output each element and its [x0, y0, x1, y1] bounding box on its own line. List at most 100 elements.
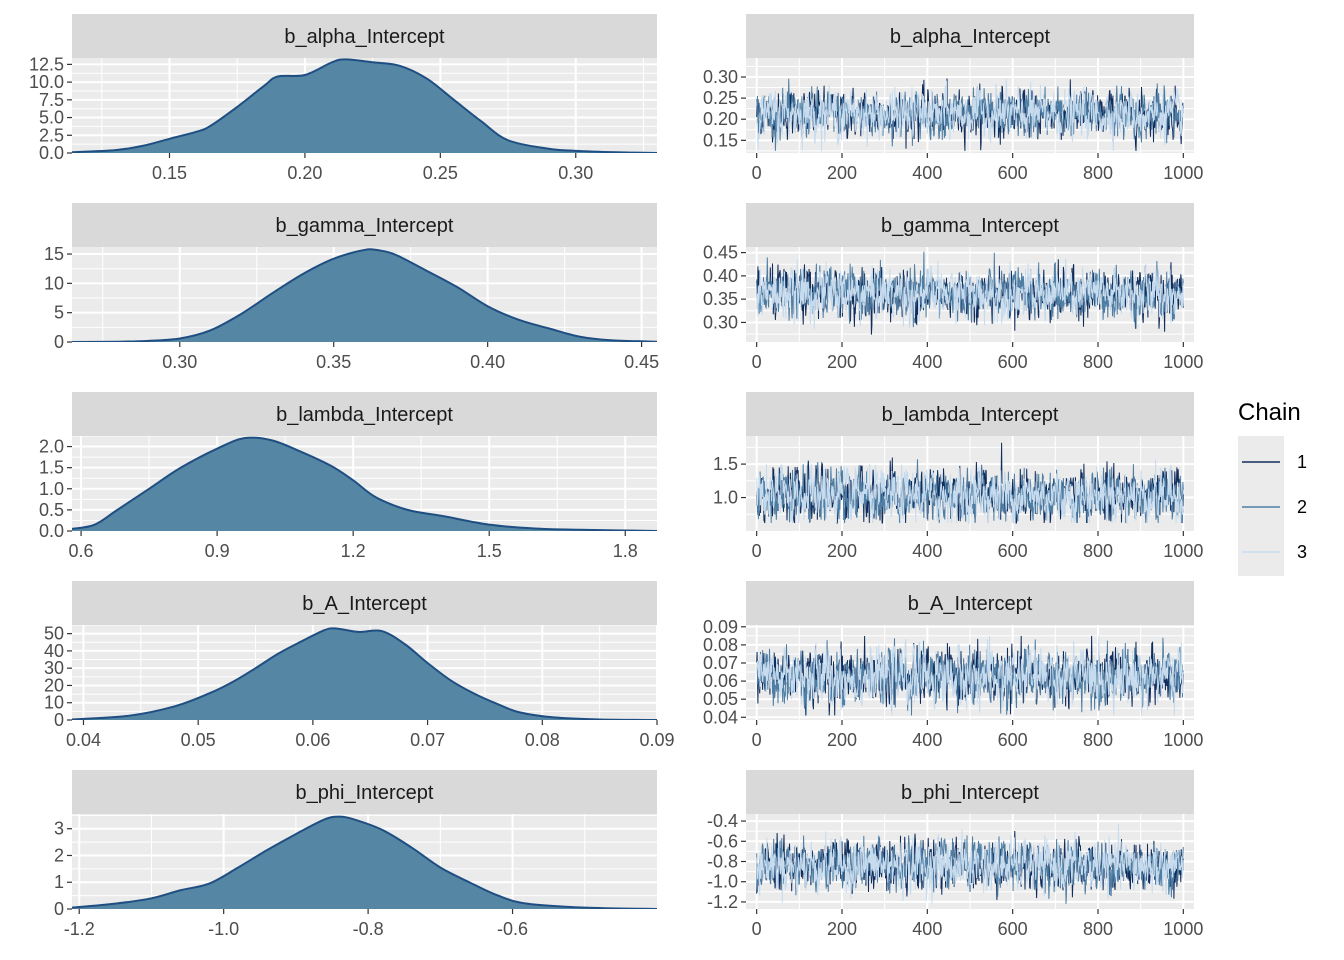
x-tick-label: 0.9	[205, 541, 230, 561]
facet-title: b_lambda_Intercept	[882, 404, 1059, 426]
facet-title: b_gamma_Intercept	[881, 215, 1059, 237]
x-tick-label: 200	[827, 730, 857, 750]
y-tick-label: -0.6	[707, 831, 738, 851]
x-tick-label: 400	[912, 919, 942, 939]
density-curve	[72, 248, 657, 342]
trace-panel-2: b_gamma_Intercept 0 200 400 600 800 1000 0.30 0.…	[703, 203, 1203, 372]
y-tick-label: 20	[44, 675, 64, 695]
x-tick-label: 400	[912, 541, 942, 561]
facet-strip	[72, 392, 657, 436]
facet-strip	[746, 203, 1194, 247]
panel-content	[72, 814, 657, 909]
facet-strip	[746, 14, 1194, 58]
panel-content	[72, 625, 657, 720]
x-tick-label: 0.20	[287, 163, 322, 183]
trace-chain-3	[756, 258, 1184, 330]
facet-strip	[746, 770, 1194, 814]
facet-title: b_lambda_Intercept	[276, 404, 453, 426]
trace-chain-3	[756, 635, 1184, 716]
y-tick-label: 0.07	[703, 653, 738, 673]
x-tick-label: -1.2	[64, 919, 95, 939]
x-tick-label: 0.15	[152, 163, 187, 183]
trace-chain-3	[756, 459, 1184, 525]
y-tick-label: 0.30	[703, 312, 738, 332]
y-tick-label: 50	[44, 624, 64, 644]
facet-title: b_phi_Intercept	[901, 782, 1039, 804]
x-tick-label: 0.35	[316, 352, 351, 372]
x-tick-label: 400	[912, 352, 942, 372]
y-tick-label: -1.0	[707, 872, 738, 892]
x-tick-label: -1.0	[208, 919, 239, 939]
x-tick-label: 800	[1083, 919, 1113, 939]
y-tick-label: 7.5	[39, 90, 64, 110]
x-tick-label: 200	[827, 919, 857, 939]
y-tick-label: 5.0	[39, 108, 64, 128]
y-tick-label: 10.0	[29, 72, 64, 92]
y-tick-label: 0.25	[703, 88, 738, 108]
trace-chain-3	[756, 78, 1184, 151]
facet-strip	[72, 14, 657, 58]
density-area	[72, 628, 657, 720]
y-tick-label: 0	[54, 332, 64, 352]
panel-content	[746, 58, 1194, 153]
y-tick-label: 0.30	[703, 67, 738, 87]
density-curve	[72, 436, 657, 531]
density-curve	[72, 58, 657, 153]
x-tick-label: 0	[752, 163, 762, 183]
x-tick-label: 0.30	[558, 163, 593, 183]
x-tick-label: 0.25	[423, 163, 458, 183]
x-tick-label: 0	[752, 730, 762, 750]
y-tick-label: 2.0	[39, 437, 64, 457]
trace-chain-1	[756, 78, 1184, 151]
y-tick-label: -0.8	[707, 852, 738, 872]
x-tick-label: 0	[752, 352, 762, 372]
y-tick-label: 12.5	[29, 54, 64, 74]
x-tick-label: 1000	[1163, 163, 1203, 183]
y-tick-label: 1.5	[713, 454, 738, 474]
x-tick-label: 800	[1083, 541, 1113, 561]
panel-content	[72, 58, 657, 153]
x-tick-label: 400	[912, 730, 942, 750]
y-tick-label: 3	[54, 819, 64, 839]
y-tick-label: 10	[44, 693, 64, 713]
y-tick-label: 0	[54, 710, 64, 730]
y-tick-label: -1.2	[707, 892, 738, 912]
x-tick-label: 1000	[1163, 352, 1203, 372]
facet-title: b_A_Intercept	[908, 593, 1033, 615]
x-tick-label: 0.07	[410, 730, 445, 750]
y-tick-label: 0.0	[39, 143, 64, 163]
x-tick-label: 0.05	[181, 730, 216, 750]
density-panel-5: b_phi_Intercept -1.2 -1.0 -0.8 -0.6 0 1 2 3	[54, 770, 657, 939]
y-tick-label: 0.40	[703, 266, 738, 286]
x-tick-label: 600	[998, 352, 1028, 372]
facet-title: b_phi_Intercept	[296, 782, 434, 804]
y-tick-label: 2.5	[39, 125, 64, 145]
x-tick-label: 0.30	[162, 352, 197, 372]
density-panel-2: b_gamma_Intercept 0.30 0.35 0.40 0.45 0 5 10 15	[44, 203, 659, 372]
x-tick-label: -0.8	[353, 919, 384, 939]
legend-label-chain-3: 3	[1297, 542, 1307, 562]
y-tick-label: 0.06	[703, 671, 738, 691]
y-tick-label: 0.0	[39, 521, 64, 541]
x-tick-label: 0.09	[639, 730, 674, 750]
trace-panel-3: b_lambda_Intercept 0 200 400 600 800 1000 1.0 1.…	[713, 392, 1203, 561]
y-tick-label: 0.04	[703, 707, 738, 727]
y-tick-label: 0	[54, 899, 64, 919]
x-tick-label: 0.04	[66, 730, 101, 750]
x-tick-label: 600	[998, 919, 1028, 939]
facet-strip	[72, 770, 657, 814]
x-tick-label: 0.45	[624, 352, 659, 372]
facet-strip	[72, 203, 657, 247]
facet-title: b_alpha_Intercept	[284, 26, 445, 48]
x-tick-label: -0.6	[497, 919, 528, 939]
panel-content	[72, 436, 657, 531]
x-tick-label: 800	[1083, 163, 1113, 183]
x-tick-label: 0.06	[295, 730, 330, 750]
facet-title: b_A_Intercept	[302, 593, 427, 615]
y-tick-label: 15	[44, 244, 64, 264]
density-curve	[72, 815, 657, 909]
x-tick-label: 1000	[1163, 919, 1203, 939]
x-tick-label: 800	[1083, 352, 1113, 372]
